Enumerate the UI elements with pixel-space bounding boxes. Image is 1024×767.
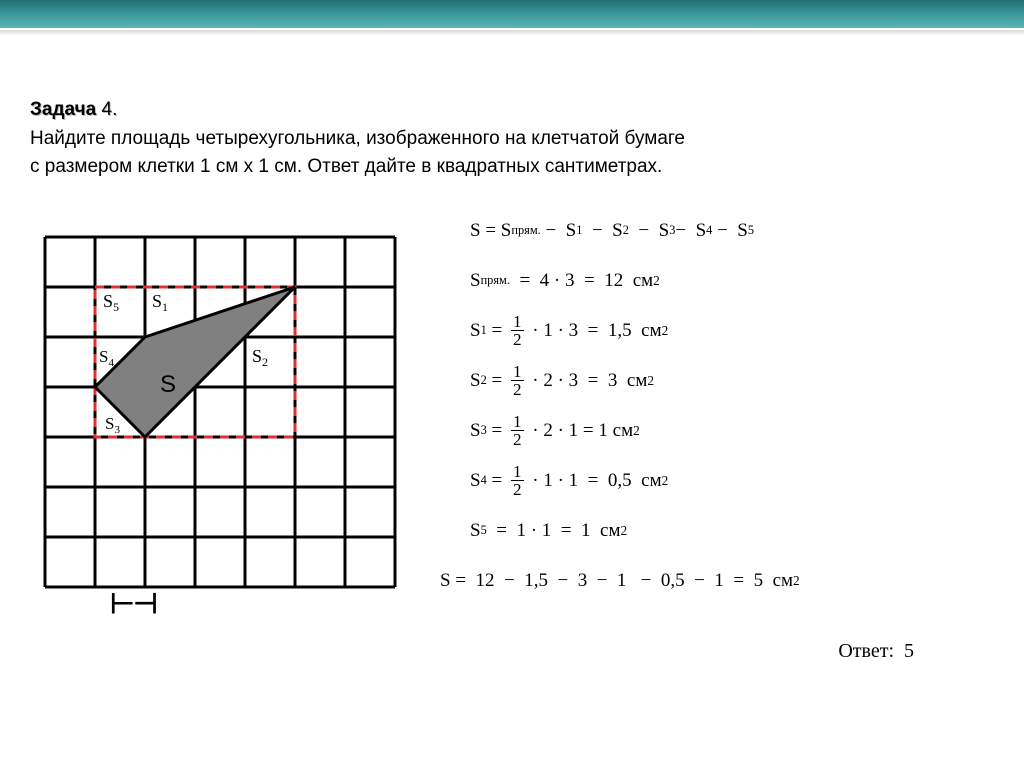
formula-rect: Sпрям. = 4 · 3 = 12 см2 [470,262,994,300]
slide-content: Задача 4. Найдите площадь четырехугольни… [0,36,1024,663]
scale-marker: ⊢⊣ [110,587,460,620]
s4-expr: · 1 · 1 [532,470,578,492]
answer-value: 5 [904,640,914,662]
rect-result: 12 [604,270,623,292]
label-s5: S5 [103,291,119,314]
s1-result: 1,5 [608,320,632,342]
label-s3: S3 [105,414,120,436]
header-bar [0,0,1024,30]
formula-s2: S2 = 12 · 2 · 3 = 3 см2 [470,362,994,400]
s5-result: 1 [581,520,591,542]
rect-expr: 4 · 3 [540,270,575,292]
s4-result: 0,5 [608,470,632,492]
title-label: Задача [30,99,96,120]
answer-line: Ответ: 5 [30,640,994,663]
s2-result: 3 [608,370,618,392]
formula-main: S = Sпрям. − S1 − S2 − S3 − S4 − S5 [470,212,994,250]
formula-s1: S1 = 12 · 1 · 3 = 1,5 см2 [470,312,994,350]
main-area: S5 S1 S4 S2 S3 S ⊢⊣ S = Sпрям. − S1 − S2… [30,212,994,620]
s1-expr: · 1 · 3 [532,320,578,342]
s3-expr: · 2 · 1 [532,420,578,442]
problem-title-line: Задача 4. [30,96,994,125]
s3-result: 1 [598,420,608,442]
s2-expr: · 2 · 3 [532,370,578,392]
label-s4: S4 [99,347,114,369]
label-s1: S1 [152,291,168,314]
label-s-main: S [160,371,176,398]
grid-diagram: S5 S1 S4 S2 S3 S [30,222,410,602]
formula-final: S = 12 − 1,5 − 3 − 1 − 0,5 − 1 = 5 см2 [440,562,994,600]
formulas-column: S = Sпрям. − S1 − S2 − S3 − S4 − S5 Sпря… [460,212,994,620]
formula-s4: S4 = 12 · 1 · 1 = 0,5 см2 [470,462,994,500]
problem-text-line2: с размером клетки 1 см x 1 см. Ответ дай… [30,153,994,182]
problem-text-line1: Найдите площадь четырехугольника, изобра… [30,125,994,154]
diagram-column: S5 S1 S4 S2 S3 S ⊢⊣ [30,212,460,620]
answer-label: Ответ: [838,640,894,662]
s5-expr: 1 · 1 [516,520,551,542]
title-number: 4. [102,99,118,120]
formula-s5: S5 = 1 · 1 = 1 см2 [470,512,994,550]
label-s2: S2 [252,346,268,369]
formula-s3: S3 = 12 · 2 · 1 = 1 см2 [470,412,994,450]
